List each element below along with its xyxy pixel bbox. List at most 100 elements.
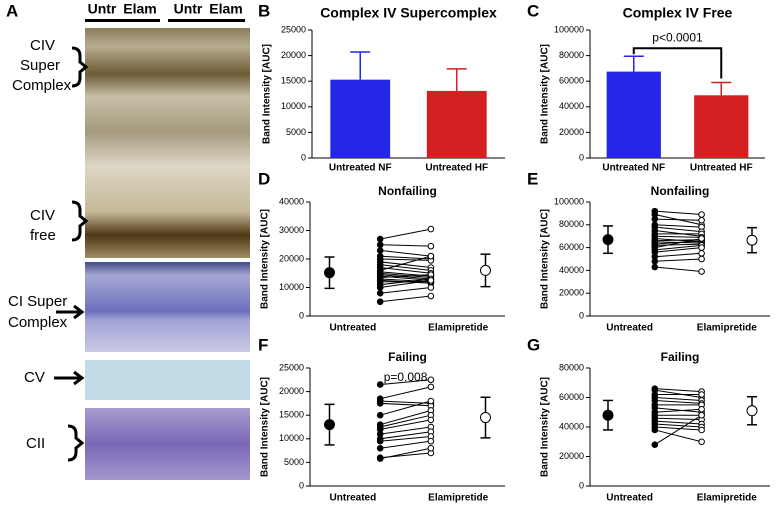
data-point	[427, 277, 435, 284]
pair-line	[654, 235, 702, 238]
panel-letter: E	[527, 169, 538, 188]
x-tick-label: Untreated	[606, 493, 653, 504]
pair-line	[380, 402, 431, 407]
pair-line	[654, 426, 702, 431]
pair-line	[654, 388, 702, 393]
y-tick-label: 80000	[559, 219, 584, 229]
data-point	[376, 284, 384, 291]
chart-title: Nonfailing	[651, 184, 710, 198]
pair-line	[654, 423, 702, 428]
data-point	[698, 216, 705, 224]
mean-point	[480, 412, 491, 424]
pair-line	[380, 274, 431, 280]
pair-line	[654, 389, 702, 398]
chart-title: Complex IV Free	[623, 5, 733, 21]
data-point	[698, 250, 705, 257]
data-point	[427, 397, 435, 405]
x-tick-label: Elamipretide	[697, 493, 757, 504]
gel-label: Super	[20, 57, 60, 74]
gel-silver	[85, 28, 250, 258]
pair-line	[654, 408, 702, 413]
pair-line	[380, 435, 431, 442]
chart-panel: D Nonfailing Band Intensity [AUC] 0 10000 200…	[258, 169, 505, 334]
lane-bar	[85, 19, 160, 22]
mean-point	[602, 234, 614, 246]
pair-line	[380, 426, 431, 435]
y-tick-label: 40000	[559, 101, 584, 111]
chart-title: Failing	[388, 350, 427, 364]
y-tick-label: 5000	[284, 457, 304, 467]
data-point	[651, 257, 659, 265]
data-point	[698, 438, 705, 446]
pair-line	[380, 386, 432, 400]
bar	[606, 71, 661, 158]
pair-line	[380, 278, 431, 286]
y-axis-label: Band Intensity [AUC]	[262, 44, 273, 144]
bracket	[67, 424, 85, 462]
gel-label: CIV	[30, 37, 55, 54]
bracket	[71, 200, 89, 242]
pair-line	[654, 266, 702, 273]
y-tick-label: 10000	[279, 282, 304, 292]
pair-line	[654, 399, 702, 404]
data-point	[698, 244, 705, 251]
panel-letter: F	[258, 335, 268, 354]
data-point	[376, 444, 384, 452]
arrow	[56, 304, 85, 320]
y-tick-label: 20000	[281, 50, 306, 60]
data-point	[427, 437, 435, 445]
gel-label: CII	[26, 435, 45, 452]
pair-line	[380, 264, 431, 271]
data-point	[427, 444, 435, 452]
pair-line	[380, 279, 431, 288]
chart-title: Nonfailing	[378, 184, 437, 198]
pair-line	[380, 414, 432, 428]
gel-label: Complex	[8, 314, 68, 331]
arrow	[54, 370, 85, 386]
data-point	[427, 252, 435, 260]
pair-line	[380, 400, 432, 416]
pair-line	[380, 295, 431, 303]
chart-panel: F Failing Band Intensity [AUC] 0 5000 10000 15…	[258, 335, 505, 504]
data-point	[651, 215, 659, 223]
pair-line	[654, 420, 702, 425]
chart-panel: B Complex IV Supercomplex Band Intensity […	[258, 1, 505, 174]
data-point	[427, 225, 435, 233]
x-tick-label: Untreated HF	[425, 163, 488, 174]
gel-label: Complex	[12, 77, 72, 94]
pair-line	[654, 237, 702, 249]
data-point	[427, 242, 435, 250]
x-tick-label: Elamipretide	[428, 323, 488, 334]
y-tick-label: 15000	[279, 410, 304, 420]
data-point	[376, 455, 384, 462]
y-tick-label: 10000	[281, 101, 306, 111]
x-tick-label: Untreated NF	[329, 163, 392, 174]
pair-line	[654, 397, 702, 401]
lane-label: Untr	[88, 1, 117, 17]
y-tick-label: 60000	[559, 242, 584, 252]
pair-line	[654, 240, 702, 245]
chart-title: Complex IV Supercomplex	[320, 5, 497, 21]
data-point	[698, 411, 705, 419]
x-tick-label: Untreated NF	[602, 163, 665, 174]
pair-line	[380, 255, 432, 271]
y-tick-label: 15000	[281, 76, 306, 86]
pair-line	[654, 414, 702, 446]
data-point	[698, 406, 705, 413]
pair-line	[654, 244, 702, 251]
lane-label: Untr	[174, 1, 203, 17]
pair-line	[380, 379, 431, 386]
bar	[330, 79, 391, 158]
data-point	[376, 400, 384, 407]
lane-label: Elam	[209, 1, 242, 17]
gel-panel: A Untr Elam Untr Elam CIV Super Complex …	[6, 1, 250, 480]
gel-label: CIV	[30, 207, 55, 224]
y-tick-label: 20000	[559, 451, 584, 461]
x-tick-label: Untreated	[330, 323, 377, 334]
bar	[694, 95, 749, 158]
x-tick-label: Elamipretide	[428, 493, 488, 504]
data-point	[376, 411, 384, 419]
pair-line	[380, 228, 431, 240]
pair-line	[380, 287, 431, 294]
